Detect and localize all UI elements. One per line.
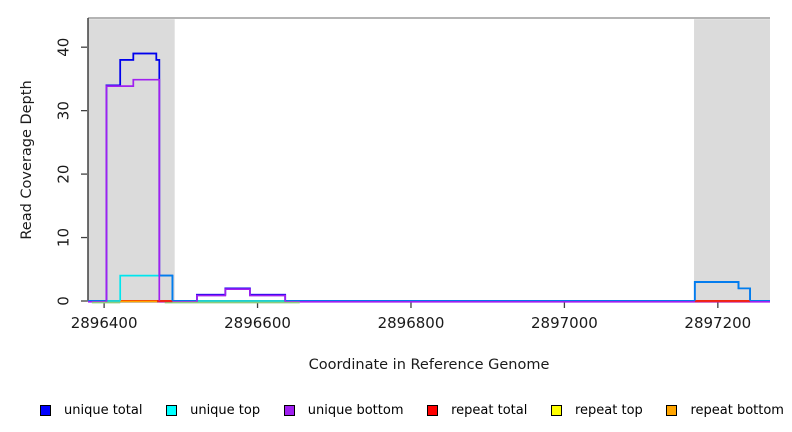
legend-swatch-icon <box>283 404 295 416</box>
y-tick-label: 40 <box>55 38 73 57</box>
legend-item-unique-top: unique top <box>166 403 260 418</box>
legend-label: unique bottom <box>307 402 404 418</box>
y-tick-label: 0 <box>55 296 73 306</box>
legend: unique total unique top unique bottom repea… <box>40 400 784 420</box>
x-tick-label: 2897200 <box>684 314 751 332</box>
legend-swatch-icon <box>666 404 678 416</box>
legend-item-repeat-bottom: repeat bottom <box>666 403 784 418</box>
legend-swatch-icon <box>427 404 439 416</box>
x-tick-label: 2896400 <box>71 314 138 332</box>
series-unique-top <box>88 274 770 302</box>
legend-item-unique-total: unique total <box>40 403 142 418</box>
legend-label: unique top <box>190 402 261 418</box>
legend-swatch-icon <box>166 404 178 416</box>
legend-label: unique total <box>64 402 143 418</box>
legend-label: repeat total <box>451 402 528 418</box>
x-tick-label: 2896600 <box>224 314 291 332</box>
y-tick-label: 10 <box>55 228 73 247</box>
legend-swatch-icon <box>551 404 562 416</box>
y-tick-label: 30 <box>55 101 73 120</box>
series-unique-bottom <box>88 78 770 303</box>
series-unique-total <box>88 52 770 302</box>
shaded-region <box>88 19 175 301</box>
y-axis-title: Read Coverage Depth <box>19 80 35 240</box>
series-unique-total <box>88 52 770 302</box>
legend-swatch-icon <box>40 404 51 416</box>
coverage-plot: 2896400 2896600 2896800 2897000 2897200 0 10 20… <box>55 17 770 332</box>
y-tick-label: 20 <box>55 165 73 184</box>
x-axis-title: Coordinate in Reference Genome <box>308 357 550 373</box>
legend-item-repeat-total: repeat total <box>427 403 527 418</box>
legend-label: repeat top <box>575 402 643 418</box>
x-tick-label: 2896800 <box>378 314 445 332</box>
x-tick-label: 2897000 <box>531 314 598 332</box>
legend-item-repeat-top: repeat top <box>551 403 643 418</box>
shaded-region <box>694 19 770 301</box>
legend-item-unique-bottom: unique bottom <box>283 402 404 418</box>
legend-label: repeat bottom <box>690 402 784 418</box>
